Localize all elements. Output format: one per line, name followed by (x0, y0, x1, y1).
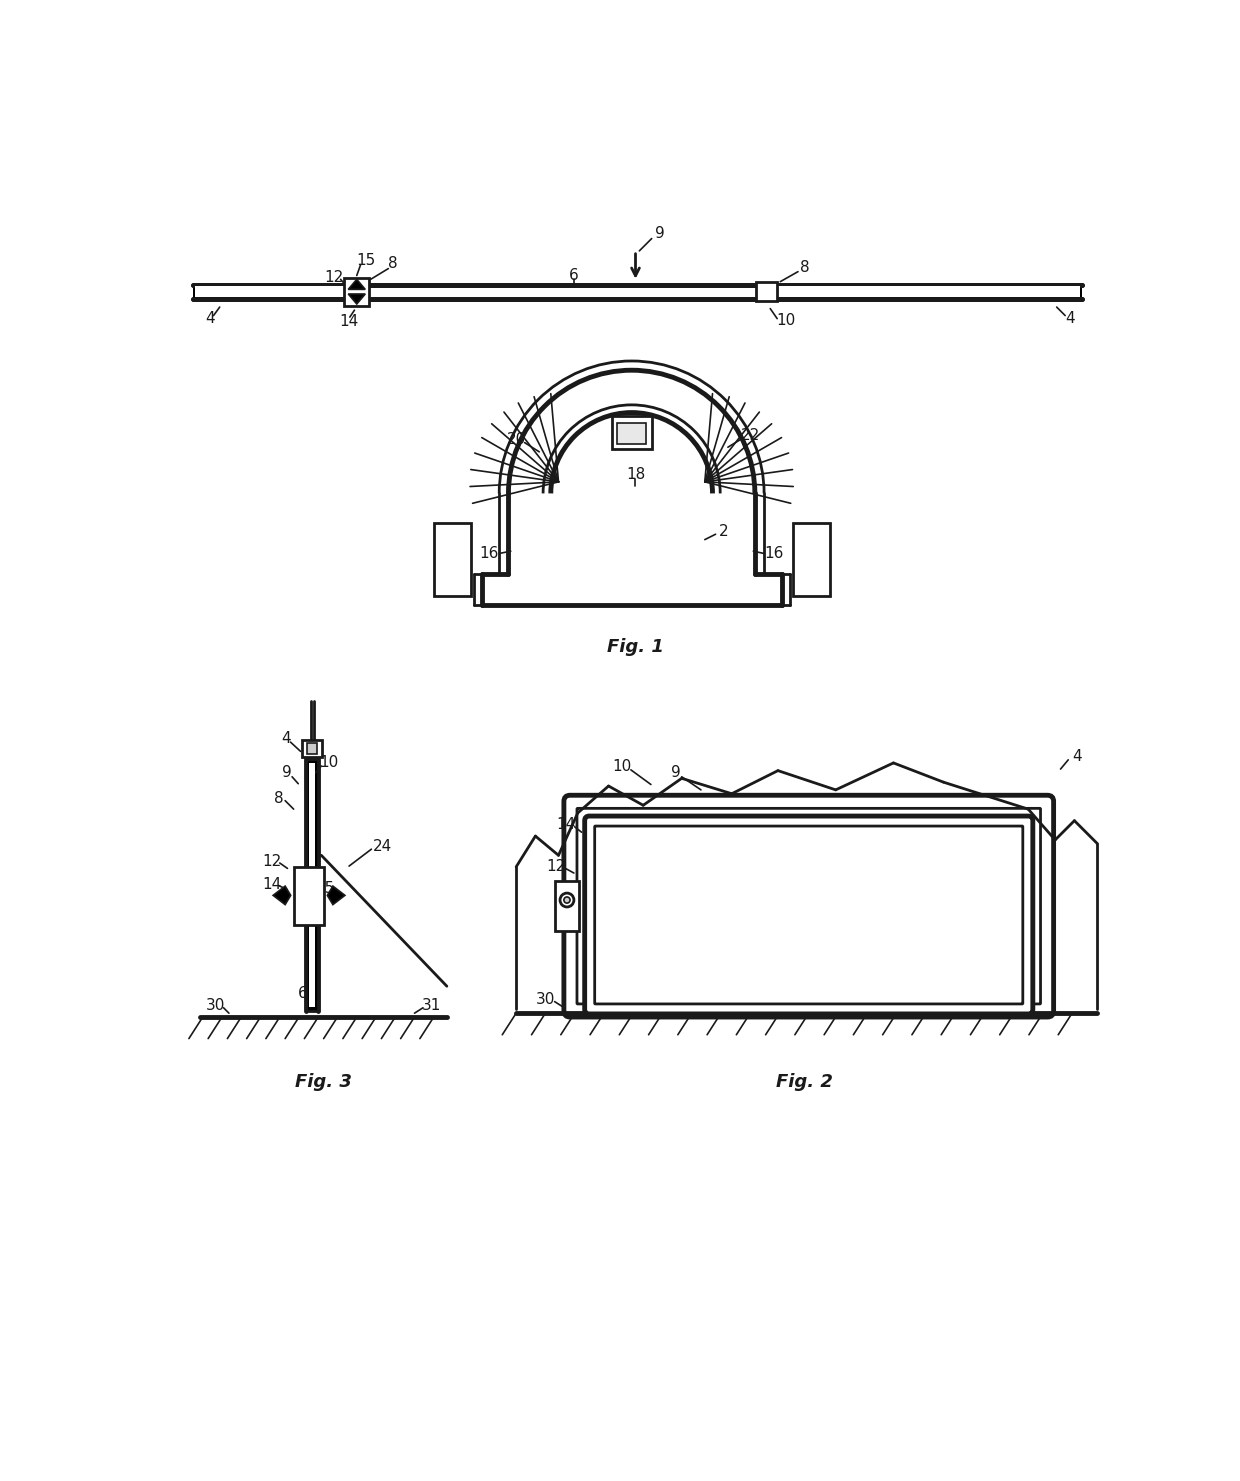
Bar (192, 284, 355, 299)
Text: 18: 18 (626, 467, 645, 481)
Text: 9: 9 (655, 225, 665, 240)
Text: 28: 28 (588, 881, 606, 896)
Circle shape (564, 897, 570, 903)
Text: 9: 9 (281, 766, 291, 780)
Text: 14: 14 (340, 314, 358, 329)
Text: 31: 31 (422, 998, 441, 1013)
Text: 10: 10 (613, 760, 632, 775)
Text: 8: 8 (873, 834, 883, 849)
Text: 8: 8 (388, 256, 398, 271)
Text: 14: 14 (557, 818, 575, 832)
Bar (309, 763, 315, 1007)
Polygon shape (273, 886, 290, 905)
Text: 4: 4 (206, 311, 216, 326)
Text: 10: 10 (320, 755, 339, 770)
Bar (306, 743, 317, 754)
Text: 30: 30 (206, 998, 226, 1013)
Text: Fig. 2: Fig. 2 (776, 1074, 833, 1091)
Text: 15: 15 (315, 881, 335, 896)
Text: 20: 20 (506, 432, 526, 447)
Text: 12: 12 (263, 855, 281, 869)
Text: 2: 2 (719, 524, 729, 539)
Polygon shape (348, 280, 366, 289)
Text: 8: 8 (274, 791, 284, 806)
Bar (306, 760, 319, 1012)
Polygon shape (327, 886, 345, 905)
Text: 24: 24 (373, 838, 393, 853)
Bar (792, 523, 830, 595)
Text: 15: 15 (356, 253, 376, 268)
Bar (195, 286, 357, 298)
Text: 4: 4 (1065, 311, 1075, 326)
Bar (192, 284, 358, 299)
Bar (434, 523, 471, 595)
Bar (761, 286, 1080, 298)
Text: 16: 16 (480, 546, 498, 561)
Text: 14: 14 (263, 877, 281, 892)
Text: Fig. 3: Fig. 3 (295, 1074, 352, 1091)
Bar (196, 286, 351, 298)
Text: 30: 30 (536, 992, 556, 1007)
Text: 8: 8 (600, 832, 610, 847)
Text: 12: 12 (324, 271, 343, 286)
Text: 6: 6 (569, 268, 579, 283)
Bar (759, 284, 1083, 299)
Bar (611, 416, 652, 449)
Text: Fig. 1: Fig. 1 (608, 638, 663, 656)
Bar (294, 866, 324, 924)
Bar (618, 422, 646, 444)
Text: 22: 22 (742, 428, 760, 443)
Text: 6: 6 (777, 933, 786, 948)
Bar (755, 283, 777, 301)
Text: 8: 8 (800, 261, 810, 275)
FancyBboxPatch shape (595, 826, 1023, 1004)
Text: 4: 4 (1071, 749, 1081, 764)
Text: 12: 12 (547, 859, 565, 874)
Circle shape (560, 893, 574, 906)
Text: 9: 9 (671, 764, 681, 779)
FancyBboxPatch shape (585, 816, 1033, 1014)
Bar (345, 278, 370, 305)
Text: 4: 4 (281, 730, 290, 746)
Bar (554, 881, 579, 932)
Text: 6: 6 (298, 986, 308, 1001)
Text: 16: 16 (764, 546, 784, 561)
Polygon shape (348, 295, 366, 304)
Bar (303, 740, 322, 757)
Text: 10: 10 (776, 312, 795, 327)
